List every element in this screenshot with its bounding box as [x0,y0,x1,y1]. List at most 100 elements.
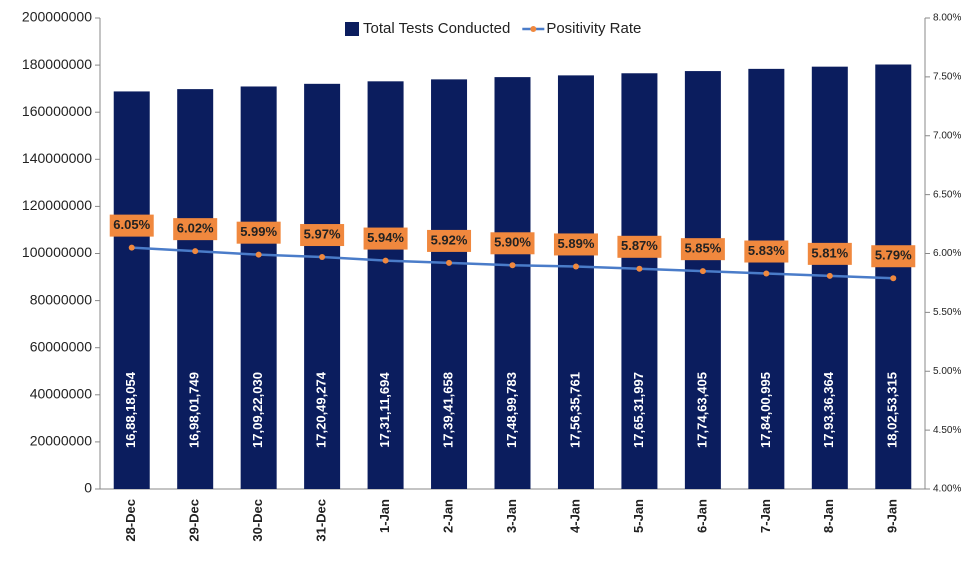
bar [431,79,468,489]
x-tick-label: 7-Jan [758,499,773,533]
legend-marker [530,26,537,32]
bar-value-label: 17,84,00,995 [758,372,773,448]
line-marker [319,254,326,261]
x-tick-label: 2-Jan [440,499,455,533]
bar [304,83,341,489]
bar [177,89,214,489]
line-value-label: 5.97% [304,226,341,241]
y-tick-label: 40000000 [30,386,93,402]
bar-value-label: 17,56,35,761 [567,372,582,448]
line-marker [192,248,199,255]
bar-value-label: 16,88,18,054 [123,371,138,448]
y-tick-label: 100000000 [22,244,92,260]
bar-value-label: 16,98,01,749 [187,372,202,448]
line-marker [509,262,516,269]
y2-tick-label: 4.00% [933,484,961,495]
line-value-label: 5.87% [621,238,658,253]
y-tick-label: 180000000 [22,56,92,72]
value-label-box [236,221,281,244]
y-tick-label: 60000000 [30,338,93,354]
value-label-box [871,245,916,268]
y2-tick-label: 5.00% [933,366,961,377]
bar-value-label: 17,31,11,694 [377,372,392,448]
bar-value-label: 17,93,36,364 [821,371,836,448]
value-label-box [617,235,662,258]
bar-value-label: 17,39,41,658 [440,372,455,448]
line-marker [636,265,643,272]
bar-value-label: 18,02,53,315 [885,372,900,448]
x-tick-label: 4-Jan [567,499,582,533]
y2-tick-label: 6.00% [933,248,961,259]
bar [367,81,404,489]
legend-label: Total Tests Conducted [363,20,510,37]
bar [557,75,594,490]
line-marker [382,257,389,264]
x-tick-label: 8-Jan [821,499,836,533]
value-label-box [300,224,345,247]
line-marker [446,259,453,266]
y-tick-label: 140000000 [22,150,92,166]
value-label-box [173,218,218,241]
bar [621,73,658,489]
value-label-box [680,238,725,261]
y-tick-label: 0 [84,480,92,496]
x-tick-label: 9-Jan [885,499,900,533]
line-value-label: 5.81% [811,245,848,260]
x-tick-label: 6-Jan [694,499,709,533]
y-tick-label: 120000000 [22,197,92,213]
x-tick-label: 30-Dec [250,499,265,542]
value-label-box [744,240,789,263]
value-label-box [363,227,408,250]
line-marker [128,244,135,251]
y2-tick-label: 8.00% [933,13,961,24]
line-marker [572,263,579,270]
y-tick-label: 160000000 [22,103,92,119]
line-value-label: 5.94% [367,230,404,245]
line-value-label: 5.83% [748,243,785,258]
bar [494,77,531,489]
line-marker [255,251,262,258]
line-marker [826,272,833,279]
x-tick-label: 1-Jan [377,499,392,533]
legend-swatch [345,22,359,36]
x-tick-label: 28-Dec [123,499,138,542]
x-tick-label: 5-Jan [631,499,646,533]
line-value-label: 5.99% [240,224,277,239]
y2-tick-label: 5.50% [933,307,961,318]
bar-value-label: 17,65,31,997 [631,372,646,448]
bar-value-label: 17,09,22,030 [250,372,265,448]
bar-value-label: 17,74,63,405 [694,372,709,448]
bar-value-label: 17,20,49,274 [314,371,329,448]
x-tick-label: 3-Jan [504,499,519,533]
y-tick-label: 80000000 [30,291,93,307]
y-tick-label: 200000000 [22,9,92,25]
y2-tick-label: 7.00% [933,130,961,141]
line-value-label: 6.02% [177,221,214,236]
value-label-box [807,242,852,265]
x-tick-label: 29-Dec [187,499,202,542]
value-label-box [427,229,472,252]
bar-value-label: 17,48,99,783 [504,372,519,448]
y2-tick-label: 7.50% [933,72,961,83]
line-marker [890,275,897,282]
line-value-label: 5.79% [875,248,912,263]
x-tick-label: 31-Dec [314,499,329,542]
legend-label: Positivity Rate [546,20,641,37]
bar [748,68,785,489]
line-value-label: 5.89% [558,236,595,251]
value-label-box [553,233,598,256]
line-value-label: 5.85% [684,241,721,256]
bar [240,86,277,489]
y-tick-label: 20000000 [30,433,93,449]
line-marker [763,270,770,277]
value-label-box [109,214,154,237]
line-marker [699,268,706,275]
line-value-label: 5.92% [431,232,468,247]
y2-tick-label: 6.50% [933,189,961,200]
value-label-box [490,232,535,255]
y2-tick-label: 4.50% [933,425,961,436]
line-value-label: 6.05% [113,217,150,232]
line-value-label: 5.90% [494,235,531,250]
bar [684,71,721,490]
